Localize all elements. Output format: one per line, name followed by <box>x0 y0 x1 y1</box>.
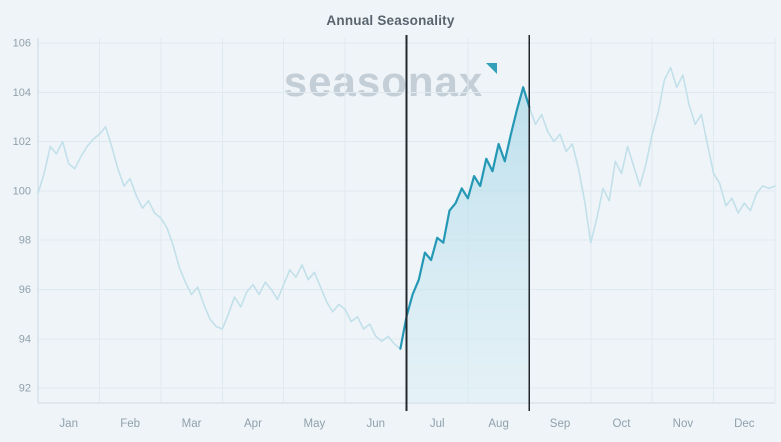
seasonal-line-highlight <box>399 86 531 350</box>
chart-title: Annual Seasonality <box>326 13 455 28</box>
y-tick-label: 96 <box>19 284 31 296</box>
y-tick-label: 100 <box>13 185 31 197</box>
x-tick-labels: Jan Feb Mar Apr May Jun Jul Aug Sep Oct Nov Dec <box>59 418 754 430</box>
seasonax-watermark: seasonax <box>0 60 781 104</box>
y-tick-label: 104 <box>13 87 31 99</box>
x-tick-label: Jun <box>367 418 386 430</box>
x-tick-label: Feb <box>120 418 140 430</box>
x-tick-label: Mar <box>182 418 202 430</box>
y-tick-label: 98 <box>19 235 31 247</box>
x-tick-label: Sep <box>550 418 570 430</box>
y-tick-label: 106 <box>13 37 31 49</box>
y-tick-label: 92 <box>19 383 31 395</box>
seasonax-watermark-text: seasonax <box>283 58 484 105</box>
x-tick-label: Apr <box>244 418 262 430</box>
x-tick-label: Jul <box>430 418 445 430</box>
highlight-area-fill <box>406 87 530 404</box>
y-tick-labels: 92 94 96 98 100 102 104 106 <box>13 37 31 394</box>
x-tick-label: Jan <box>59 418 78 430</box>
seasonax-arrow-icon <box>486 63 498 74</box>
x-tick-label: Dec <box>734 418 755 430</box>
y-tick-label: 102 <box>13 136 31 148</box>
x-tick-label: Nov <box>673 418 694 430</box>
y-tick-label: 94 <box>19 333 31 345</box>
x-tick-label: May <box>304 418 326 430</box>
x-tick-label: Oct <box>613 418 632 430</box>
x-tick-label: Aug <box>488 418 508 430</box>
